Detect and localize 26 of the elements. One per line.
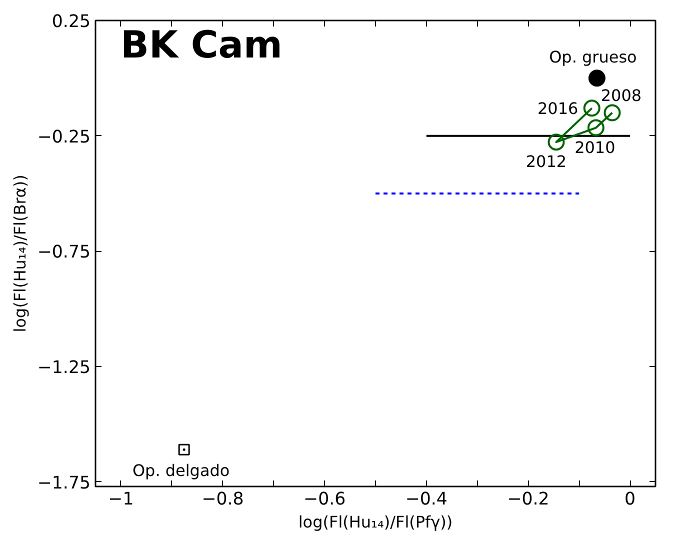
y-tick-label: 0.25 <box>52 12 91 32</box>
chart-title: BK Cam <box>120 22 282 66</box>
annotation: 2016 <box>538 99 578 118</box>
point <box>588 70 606 87</box>
y-tick-label: −1.75 <box>37 473 91 494</box>
annotation: 2010 <box>574 138 616 157</box>
x-tick-label: −0.2 <box>507 490 550 510</box>
x-tick-label: −0.6 <box>304 490 346 510</box>
point <box>604 104 621 122</box>
y-axis-title: log(Fl(Hu₁₄)/Fl(Brα)) <box>10 174 30 332</box>
x-tick-label: 0 <box>624 490 636 510</box>
annotation: Op. grueso <box>549 48 637 67</box>
x-tick-label: −1 <box>108 490 134 510</box>
y-tick-label: −0.75 <box>37 242 91 263</box>
point <box>178 444 190 456</box>
x-axis-title: log(Fl(Hu₁₄)/Fl(Pfγ)) <box>298 512 453 532</box>
y-tick-label: −0.25 <box>37 127 91 148</box>
x-tick-label: −0.8 <box>202 490 244 510</box>
x-tick-label: −0.4 <box>405 490 448 510</box>
annotation: Op. delgado <box>132 461 230 480</box>
point <box>583 100 600 117</box>
annotation: 2008 <box>600 86 642 105</box>
point <box>587 119 604 136</box>
annotation: 2012 <box>526 152 567 172</box>
y-tick-label: −1.25 <box>37 358 91 378</box>
point <box>548 134 565 151</box>
